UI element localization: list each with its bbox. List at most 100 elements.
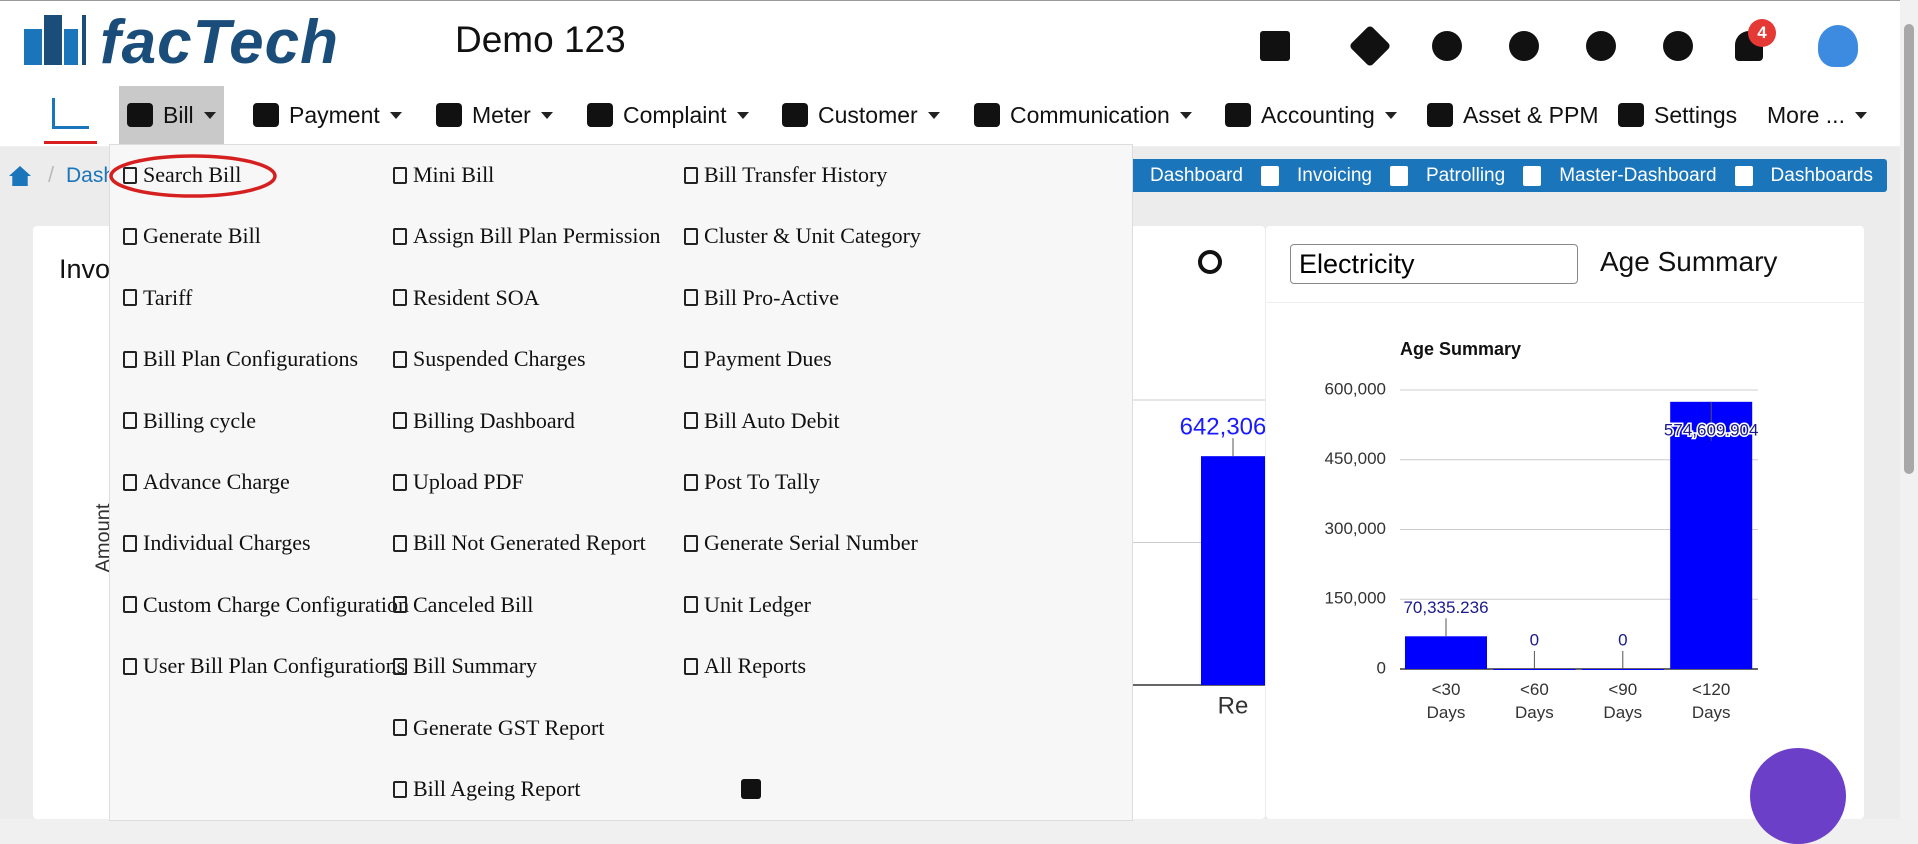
menu-item[interactable]: Post To Tally: [684, 467, 820, 497]
nav-item[interactable]: Bill: [119, 86, 224, 144]
menu-label: Billing cycle: [143, 407, 257, 433]
menu-item[interactable]: Bill Ageing Report: [393, 774, 580, 804]
caret: [927, 111, 940, 119]
menu-label: Search Bill: [143, 162, 242, 187]
help-icon[interactable]: [1586, 31, 1616, 61]
menu-item[interactable]: All Reports: [684, 651, 806, 681]
menu-item[interactable]: Unit Ledger: [684, 590, 811, 620]
apps-icon[interactable]: [1260, 31, 1290, 61]
quick-link[interactable]: Master-Dashboard: [1559, 164, 1717, 186]
menu-label: Generate Serial Number: [704, 530, 918, 556]
menu-item[interactable]: Bill Transfer History: [684, 160, 887, 190]
chat-button[interactable]: [1750, 748, 1846, 844]
nav-icon: [782, 103, 808, 127]
nav-label: More ...: [1767, 101, 1845, 128]
menu-label: Bill Pro-Active: [704, 284, 840, 310]
menu-label: Generate Bill: [143, 223, 261, 249]
menu-label: Payment Dues: [704, 346, 832, 372]
nav-item[interactable]: Accounting: [1217, 86, 1405, 144]
home-icon[interactable]: [0, 160, 40, 192]
menu-item[interactable]: Billing Dashboard: [393, 406, 575, 436]
menu-icon: [684, 596, 698, 614]
menu-item[interactable]: Bill Auto Debit: [684, 406, 840, 436]
menu-item[interactable]: User Bill Plan Configurations: [123, 651, 405, 681]
nav-item[interactable]: Settings: [1610, 86, 1745, 144]
nav-icon: [436, 103, 462, 127]
menu-item[interactable]: Upload PDF: [393, 467, 524, 497]
caret: [540, 111, 553, 119]
settings-icon[interactable]: [1432, 31, 1462, 61]
caret: [1384, 111, 1397, 119]
menu-item[interactable]: Generate Bill: [123, 221, 261, 251]
menu-icon: [393, 596, 407, 614]
menu-item[interactable]: Mini Bill: [393, 160, 494, 190]
menu-item[interactable]: Bill Pro-Active: [684, 283, 839, 313]
refresh-button[interactable]: [1198, 250, 1222, 274]
menu-icon: [123, 350, 137, 368]
language-icon[interactable]: [1663, 31, 1693, 61]
menu-label: Individual Charges: [143, 530, 311, 556]
panel-heading: Age Summary: [1600, 246, 1778, 277]
menu-item[interactable]: Billing cycle: [123, 406, 256, 436]
menu-icon: [123, 473, 137, 491]
menu-icon: [123, 289, 137, 307]
caret: [1179, 111, 1192, 119]
menu-icon: [393, 412, 407, 430]
menu-label: Cluster & Unit Category: [704, 223, 921, 249]
menu-item[interactable]: Bill Plan Configurations: [123, 344, 358, 374]
nav-label: Settings: [1654, 101, 1738, 128]
quick-link[interactable]: Patrolling: [1425, 164, 1506, 186]
caret: [389, 111, 402, 119]
nav-item[interactable]: Complaint: [579, 86, 757, 144]
menu-item[interactable]: Individual Charges: [123, 528, 311, 558]
menu-item[interactable]: Generate GST Report: [393, 713, 604, 743]
menu-item[interactable]: Bill Summary: [393, 651, 537, 681]
menu-label: Unit Ledger: [704, 591, 811, 617]
menu-item[interactable]: Bill Not Generated Report: [393, 528, 646, 558]
nav-dashboard[interactable]: [44, 86, 97, 144]
ticket-icon[interactable]: [1348, 24, 1392, 68]
menu-label: Bill Auto Debit: [704, 407, 840, 433]
menu-icon: [393, 350, 407, 368]
nav-icon: [253, 103, 279, 127]
nav-item[interactable]: More ...: [1759, 86, 1875, 144]
nav-item[interactable]: Payment: [245, 86, 410, 144]
menu-item[interactable]: Resident SOA: [393, 283, 540, 313]
select-value: Electricity: [1299, 248, 1415, 279]
user-avatar[interactable]: [1818, 25, 1858, 67]
utility-select[interactable]: Electricity: [1290, 244, 1578, 284]
menu-item[interactable]: Suspended Charges: [393, 344, 586, 374]
menu-item[interactable]: Advance Charge: [123, 467, 290, 497]
nav-item[interactable]: Asset & PPM: [1419, 86, 1606, 144]
menu-item[interactable]: Assign Bill Plan Permission: [393, 221, 661, 251]
nav-icon: [1225, 103, 1251, 127]
nav-icon: [1427, 103, 1453, 127]
nav-item[interactable]: Customer: [774, 86, 948, 144]
nav-label: Accounting: [1261, 101, 1375, 128]
menu-item[interactable]: Canceled Bill: [393, 590, 533, 620]
menu-item[interactable]: Search Bill: [123, 160, 241, 190]
menu-label: Resident SOA: [413, 284, 540, 310]
external-link-icon[interactable]: [741, 779, 761, 799]
menu-label: Advance Charge: [143, 469, 290, 494]
menu-item[interactable]: Generate Serial Number: [684, 528, 918, 558]
quick-link[interactable]: Invoicing: [1296, 164, 1372, 186]
menu-label: Bill Ageing Report: [413, 776, 581, 801]
nav-label: Customer: [818, 101, 918, 128]
menu-item[interactable]: Custom Charge Configuration: [123, 590, 409, 620]
menu-icon: [393, 719, 407, 737]
quick-link[interactable]: Dashboard: [1150, 164, 1243, 186]
menu-item[interactable]: Tariff: [123, 283, 192, 313]
menu-item[interactable]: Payment Dues: [684, 344, 832, 374]
nav-item[interactable]: Communication: [966, 86, 1200, 144]
menu-item[interactable]: Cluster & Unit Category: [684, 221, 921, 251]
menu-label: Generate GST Report: [413, 714, 605, 740]
quick-link[interactable]: Dashboards: [1770, 164, 1873, 186]
menu-icon: [684, 166, 698, 184]
bar: [1201, 456, 1265, 685]
nav-item[interactable]: Meter: [428, 86, 561, 144]
brand[interactable]: facTech: [100, 8, 340, 77]
refresh-icon[interactable]: [1509, 31, 1539, 61]
menu-icon: [393, 657, 407, 675]
